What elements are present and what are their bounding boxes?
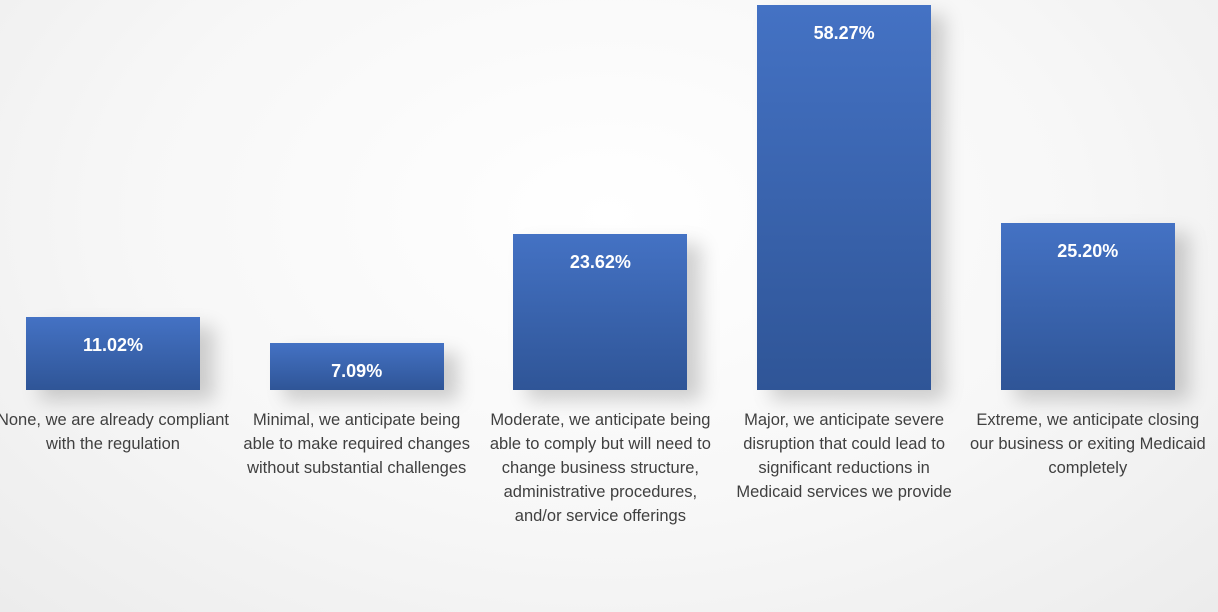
value-label: 11.02% — [82, 335, 144, 356]
category-label: Extreme, we anticipate closing our busin… — [969, 411, 1206, 477]
category-label: Moderate, we anticipate being able to co… — [489, 411, 711, 525]
value-label: 7.09% — [331, 361, 383, 382]
category-label: Minimal, we anticipate being able to mak… — [243, 411, 470, 477]
value-label: 23.62% — [569, 251, 631, 272]
value-label: 25.20% — [1057, 241, 1119, 262]
category-label: None, we are already compliant with the … — [0, 411, 230, 453]
bar — [757, 5, 932, 390]
category-label: Major, we anticipate severe disruption t… — [736, 411, 952, 501]
bar — [269, 343, 444, 390]
bar — [513, 233, 688, 390]
value-label: 58.27% — [813, 23, 875, 43]
bar — [1000, 223, 1175, 390]
bar — [26, 317, 200, 390]
